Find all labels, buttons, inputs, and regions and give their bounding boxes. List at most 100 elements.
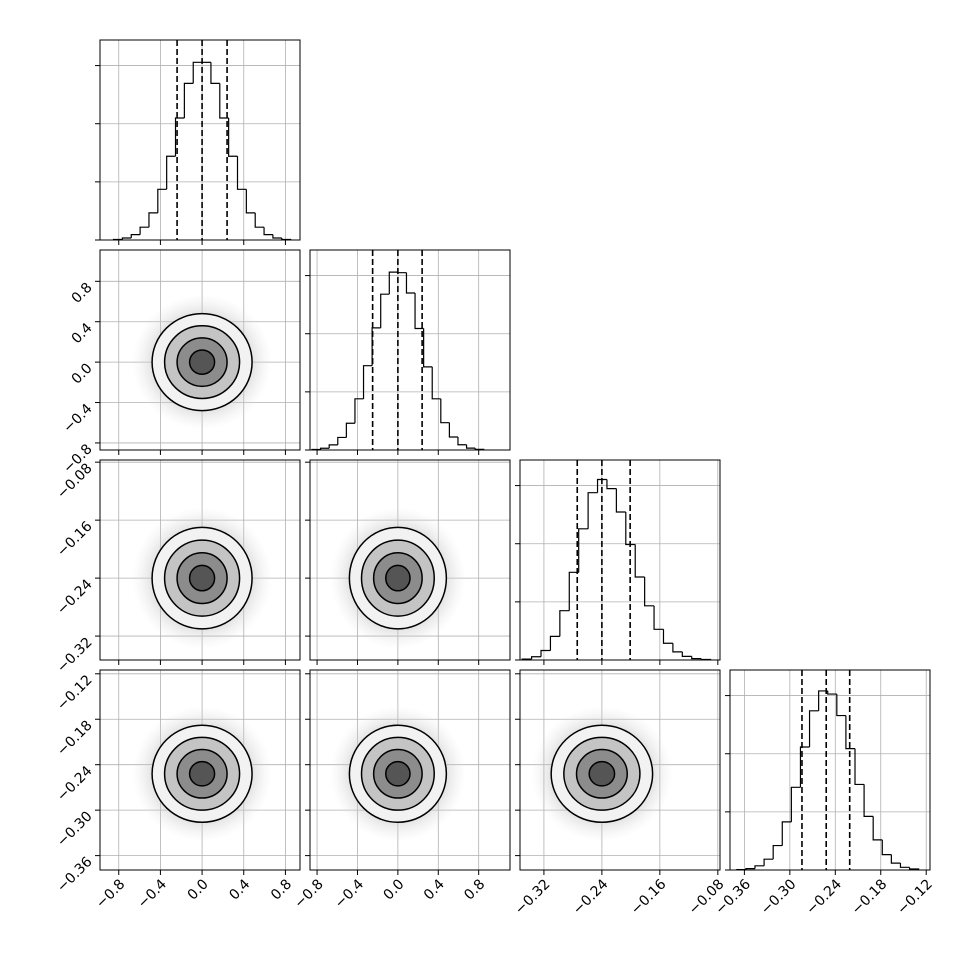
hist-bin [644,576,655,607]
y-tick-label: −0.24 [54,576,96,618]
y-tick-label: −0.18 [54,718,96,760]
hist-bin [540,649,551,657]
panel-frame [729,669,931,871]
hist-bin [245,189,256,214]
hist-bin [596,478,607,493]
y-tick-label: −0.30 [54,808,96,850]
y-tick-label: 0.4 [69,320,96,347]
hist-bin [549,635,560,651]
hist-bin [908,867,920,870]
hist-bin [790,786,801,822]
x-tick-label: 0.0 [380,876,407,903]
x-tick-label: −0.18 [849,876,891,918]
hist-bin [606,479,617,490]
y-tick-label: −0.16 [54,518,96,560]
hist-bin [354,398,364,424]
contour [188,349,216,375]
hist-bin [808,710,819,747]
hist-bin [362,365,373,399]
hist-bin [691,656,702,660]
hist-bin [423,328,433,368]
y-tick-label: −0.36 [54,854,96,896]
x-tick-label: 0.8 [268,876,295,903]
x-tick-label: 0.0 [185,876,212,903]
panel-frame [309,669,511,871]
x-tick-label: 0.4 [226,876,253,903]
y-tick-label: 0.8 [69,280,96,307]
hist-bin [881,839,892,856]
hist-bin [587,492,598,529]
hist-bin [827,690,837,695]
hist-bin [818,690,828,711]
panel-frame [309,459,511,661]
hist-bin [530,656,542,660]
hist-bin [872,816,883,841]
contour [188,760,216,787]
hist-bin [210,62,220,84]
x-tick-label: −0.32 [512,876,554,918]
y-tick-label: −0.24 [54,763,96,805]
hist-bin [328,444,338,449]
hist-bin [465,444,476,449]
hist-bin [863,784,874,817]
hist-bin [380,293,390,328]
hist-bin [763,858,774,866]
hist-bin [845,715,855,750]
hist-bin [890,854,901,864]
hist-bin [263,227,273,236]
panel-frame [99,669,301,871]
hist-bin [272,234,282,239]
panel-frame [99,39,301,241]
x-tick-label: −0.30 [758,876,800,918]
hist-bin [836,694,846,717]
hist-bin [166,155,176,190]
x-tick-label: −0.12 [894,876,936,918]
hist-bin [236,156,247,190]
hist-bin [615,488,626,513]
hist-bin [625,511,636,546]
hist-bin [681,651,692,657]
hist-bin [781,821,792,846]
panel-frame [519,669,721,871]
x-tick-label: −0.4 [135,876,170,911]
panel-frame [309,249,511,451]
hist-bin [414,293,424,330]
y-tick-label: −0.12 [54,672,96,714]
hist-bin [148,212,158,228]
hist-bin [431,366,441,400]
hist-bin [254,212,265,228]
contour [188,564,216,592]
y-tick-label: −0.4 [60,401,95,436]
hist-bin [183,82,194,119]
hist-bin [388,271,398,295]
x-tick-label: −0.24 [570,876,612,918]
hist-bin [559,610,570,637]
hist-bin [405,272,416,294]
hist-bin [139,226,149,235]
hist-bin [448,422,458,438]
hist-bin [745,868,755,870]
contour [588,760,616,787]
hist-bin [799,746,810,788]
x-tick-label: 0.4 [421,876,448,903]
y-tick-label: 0.0 [69,360,96,387]
panel-frame [519,459,721,661]
x-tick-label: −0.8 [291,876,326,911]
hist-bin [754,865,765,869]
hist-bin [772,844,783,860]
hist-bin [337,436,347,445]
hist-bin [130,234,141,239]
hist-bin [121,237,132,240]
hist-bin [174,117,185,157]
hist-bin [568,571,579,611]
x-tick-label: −0.8 [93,876,128,911]
hist-bin [397,272,407,274]
hist-bin [157,188,167,213]
contour [385,564,411,592]
hist-bin [192,61,203,84]
y-tick-label: −0.32 [54,634,96,676]
hist-bin [578,528,589,573]
hist-bin [457,436,467,446]
hist-bin [219,83,229,119]
